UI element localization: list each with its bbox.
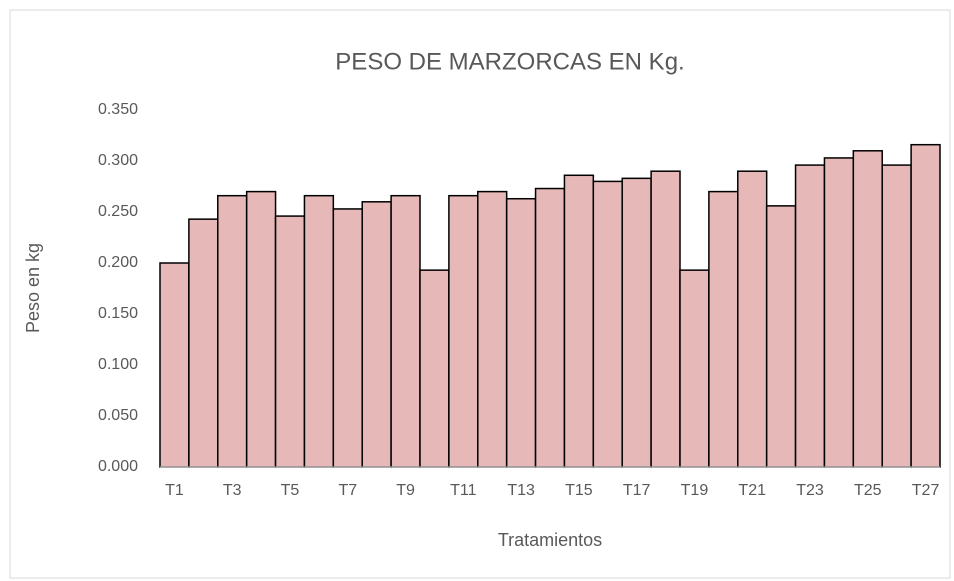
- bar: [419, 269, 450, 468]
- bar: [592, 180, 623, 468]
- bar: [679, 269, 710, 468]
- bar: [650, 170, 681, 468]
- y-tick-label: 0.300: [98, 152, 138, 169]
- bar: [823, 157, 855, 468]
- y-tick-label: 0.250: [98, 203, 138, 220]
- bar: [332, 208, 363, 468]
- y-axis-title: Peso en kg: [23, 243, 43, 333]
- x-tick-label: T9: [396, 482, 415, 499]
- bar: [737, 170, 768, 468]
- x-tick-label: T21: [738, 482, 766, 499]
- x-tick-label: T25: [854, 482, 882, 499]
- bar: [274, 215, 306, 468]
- x-tick-label: T27: [912, 482, 940, 499]
- x-tick-label: T7: [338, 482, 357, 499]
- y-tick-label: 0.050: [98, 407, 138, 424]
- bar: [910, 143, 941, 468]
- y-tick-label: 0.350: [98, 101, 138, 118]
- bar: [852, 150, 883, 468]
- x-tick-label: T15: [565, 482, 593, 499]
- y-tick-label: 0.150: [98, 305, 138, 322]
- y-tick-label: 0.000: [98, 458, 138, 475]
- bar: [245, 190, 277, 468]
- bar: [361, 201, 392, 468]
- bar: [621, 177, 652, 468]
- bar: [217, 194, 248, 468]
- bar: [303, 194, 335, 468]
- bar: [505, 197, 537, 468]
- bar: [188, 218, 219, 468]
- x-tick-label: T1: [165, 482, 184, 499]
- bar: [390, 194, 421, 468]
- x-tick-label: T19: [681, 482, 709, 499]
- x-tick-label: T11: [450, 482, 476, 499]
- y-tick-label: 0.100: [98, 356, 138, 373]
- bar: [448, 194, 479, 468]
- bar: [477, 190, 508, 468]
- x-tick-label: T23: [796, 482, 824, 499]
- bar: [765, 205, 797, 468]
- bar: [563, 174, 595, 468]
- y-tick-label: 0.200: [98, 254, 138, 271]
- x-tick-label: T3: [223, 482, 242, 499]
- bar: [708, 190, 739, 468]
- bar: [794, 164, 826, 468]
- bar: [159, 262, 190, 468]
- x-axis-title: Tratamientos: [498, 530, 602, 550]
- bar: [534, 187, 566, 468]
- x-tick-label: T17: [623, 482, 651, 499]
- x-tick-label: T5: [281, 482, 300, 499]
- x-tick-label: T13: [507, 482, 535, 499]
- bar: [881, 164, 912, 468]
- chart-title: PESO DE MARZORCAS EN Kg.: [335, 48, 684, 75]
